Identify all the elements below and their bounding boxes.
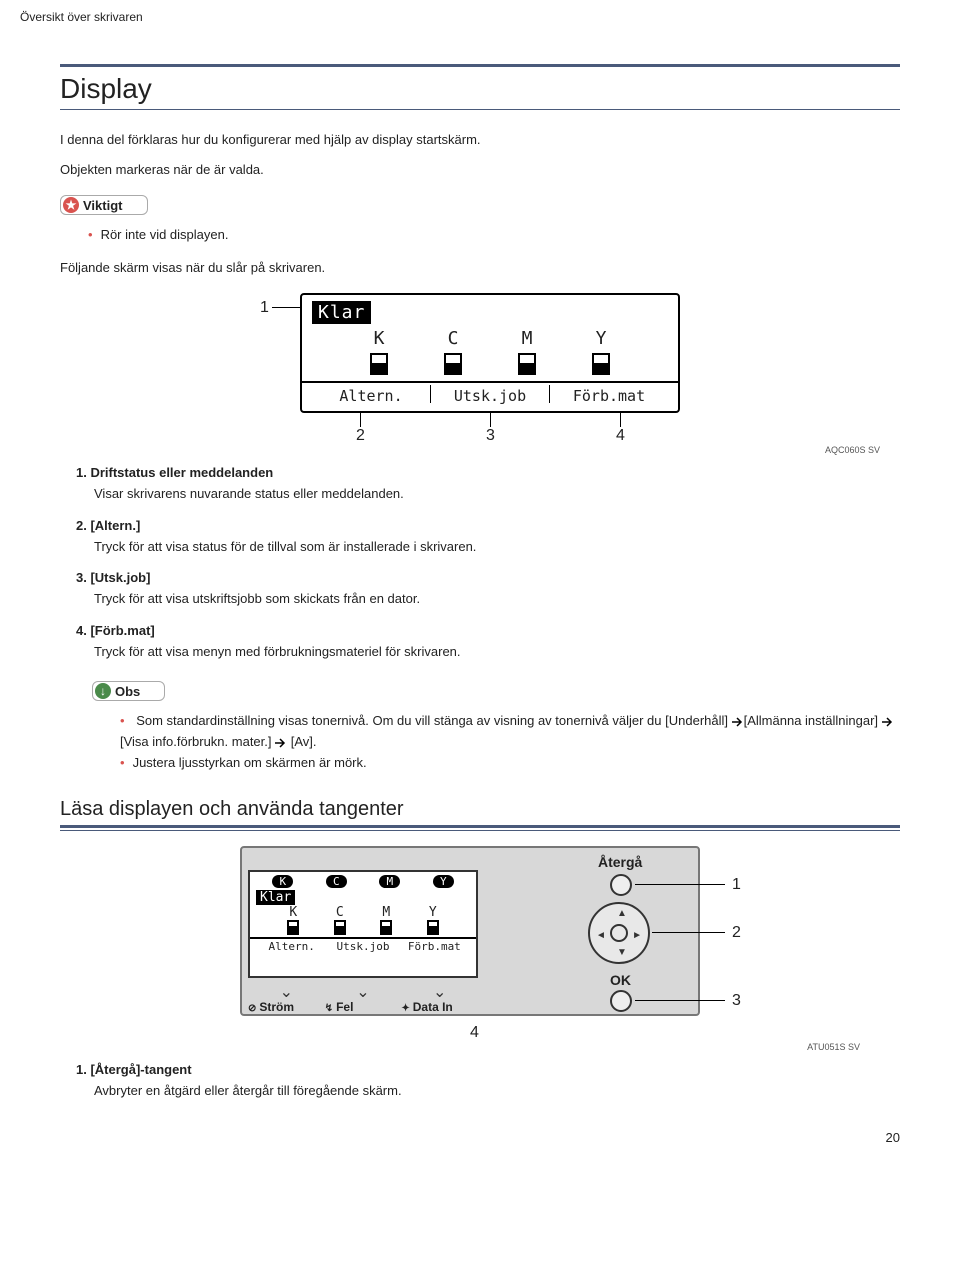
list-item: 4. [Förb.mat] Tryck för att visa menyn m…: [76, 623, 900, 662]
callout-list-1: 1. Driftstatus eller meddelanden Visar s…: [60, 465, 900, 661]
ok-button: [610, 990, 632, 1012]
subsection-title: Läsa displayen och använda tangenter: [60, 798, 900, 828]
obs-item: Som standardinställning visas tonernivå.…: [120, 711, 900, 753]
chevron-icon: ⌄: [280, 982, 293, 1002]
figure-2-reference: ATU051S SV: [60, 1042, 860, 1052]
data-icon: ✦: [401, 1003, 409, 1014]
callout-2: 2: [356, 427, 365, 445]
figure-1-reference: AQC060S SV: [60, 445, 880, 455]
obs-item: Justera ljusstyrkan om skärmen är mörk.: [120, 753, 900, 774]
obs-list: Som standardinställning visas tonernivå.…: [92, 711, 900, 773]
list-item: 3. [Utsk.job] Tryck för att visa utskrif…: [76, 570, 900, 609]
display-figure-2: K C M Y Klar K C M Y Altern. Utsk.job Fö…: [180, 846, 780, 1036]
power-icon: ⊘: [248, 1003, 256, 1014]
return-button: [610, 874, 632, 896]
callout-3: 3: [486, 427, 495, 445]
intro-paragraph-3: Följande skärm visas när du slår på skri…: [60, 258, 900, 278]
intro-paragraph-1: I denna del förklaras hur du konfigurera…: [60, 130, 900, 150]
toner-bar: [592, 353, 610, 375]
chevron-icon: ⌄: [433, 982, 446, 1002]
dpad: ▲ ▼ ◄ ►: [588, 902, 650, 964]
status-row: ⊘Ström ↯Fel ✦Data In: [248, 1000, 478, 1014]
list-item: 1. Driftstatus eller meddelanden Visar s…: [76, 465, 900, 504]
lcd-toner-labels: K C M Y: [312, 324, 668, 353]
viktigt-label: ★ Viktigt: [60, 195, 148, 215]
list-item: 1. [Återgå]-tangent Avbryter en åtgärd e…: [76, 1062, 900, 1101]
callout-3: 3: [732, 992, 741, 1010]
obs-text: Obs: [115, 684, 140, 699]
down-arrow-icon: ▼: [617, 947, 627, 958]
lcd-toner-bars: [312, 353, 668, 379]
obs-label: ↓ Obs: [92, 681, 165, 701]
return-label: Återgå: [598, 854, 642, 870]
panel-lcd: K C M Y Klar K C M Y Altern. Utsk.job Fö…: [248, 870, 478, 978]
callout-1: 1: [260, 299, 269, 317]
toner-bar: [518, 353, 536, 375]
list-item: 2. [Altern.] Tryck för att visa status f…: [76, 518, 900, 557]
page-header: Översikt över skrivaren: [20, 10, 900, 24]
viktigt-text: Viktigt: [83, 198, 123, 213]
toner-bar: [444, 353, 462, 375]
toner-bar: [370, 353, 388, 375]
callout-1: 1: [732, 876, 741, 894]
lcd-tabs: Altern. Utsk.job Förb.mat: [312, 385, 668, 405]
up-arrow-icon: ▲: [617, 908, 627, 919]
star-icon: ★: [63, 197, 79, 213]
left-arrow-icon: ◄: [596, 930, 606, 941]
callout-4: 4: [470, 1024, 479, 1042]
display-figure-1: 1 Klar K C M Y Altern. Utsk.job Förb.mat…: [220, 293, 740, 437]
callout-4: 4: [616, 427, 625, 445]
section-title: Display: [60, 64, 900, 110]
right-arrow-icon: ►: [632, 930, 642, 941]
callout-list-2: 1. [Återgå]-tangent Avbryter en åtgärd e…: [60, 1062, 900, 1101]
page-number: 20: [60, 1130, 900, 1145]
viktigt-item: Rör inte vid displayen.: [88, 225, 900, 246]
error-icon: ↯: [325, 1003, 333, 1014]
down-arrow-icon: ↓: [95, 683, 111, 699]
callout-2: 2: [732, 924, 741, 942]
chevron-buttons: ⌄ ⌄ ⌄: [248, 982, 478, 1002]
chevron-icon: ⌄: [356, 982, 369, 1002]
viktigt-list: Rör inte vid displayen.: [60, 225, 900, 246]
lcd-frame: Klar K C M Y Altern. Utsk.job Förb.mat: [300, 293, 680, 413]
ok-label: OK: [610, 972, 631, 988]
intro-paragraph-2: Objekten markeras när de är valda.: [60, 160, 900, 180]
lcd-status: Klar: [312, 301, 371, 324]
